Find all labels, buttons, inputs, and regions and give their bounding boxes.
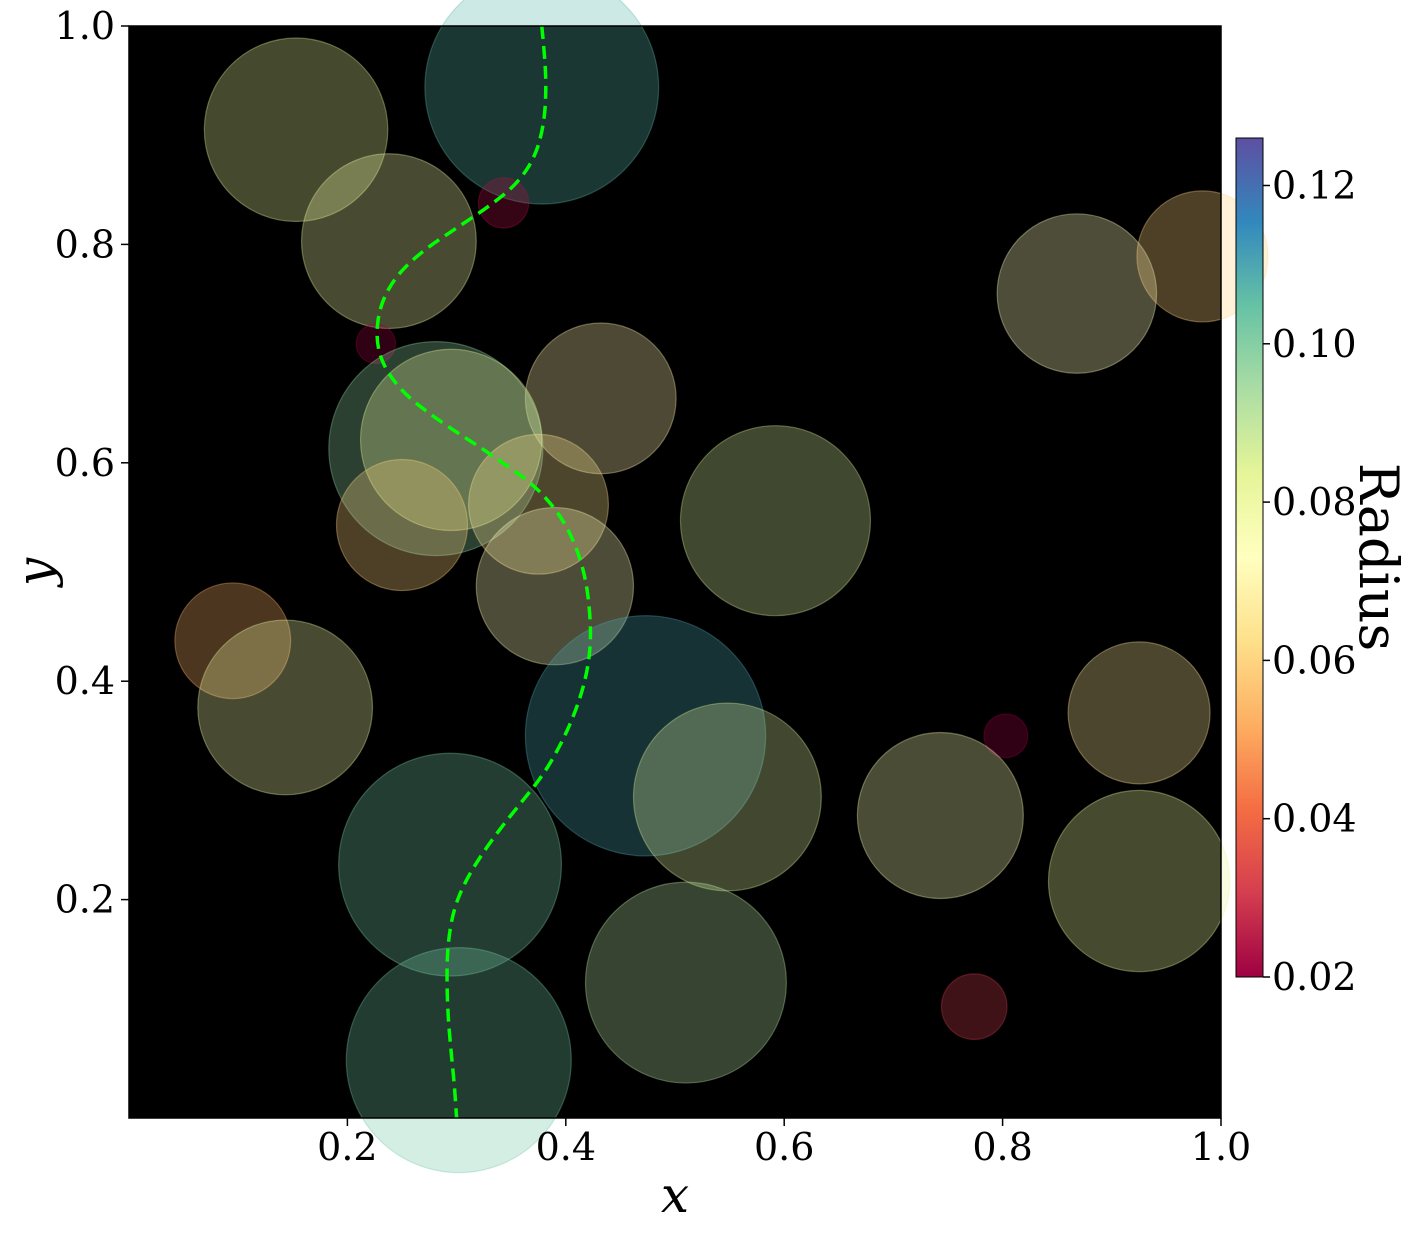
circle-obstacle-13: [475, 506, 635, 666]
circle-obstacle-25: [345, 947, 572, 1174]
circle-obstacle-23: [338, 752, 563, 977]
x-tick-label-2: 0.4: [536, 1125, 596, 1169]
colorbar-label: Radius: [1347, 463, 1410, 651]
y-tick-label-2: 0.4: [55, 659, 115, 703]
y-tick-label-1: 0.2: [55, 878, 115, 922]
circle-obstacle-15: [174, 582, 292, 700]
plot-area-background: [129, 26, 1221, 1118]
circle-obstacle-24: [584, 881, 787, 1084]
colorbar-tick-label-3: 0.06: [1272, 638, 1357, 682]
circle-obstacle-7: [996, 213, 1158, 374]
colorbar-ticks: 0.02 0.04 0.06 0.08 0.10 0.12: [1263, 163, 1357, 999]
circle-obstacle-5: [355, 323, 397, 365]
circle-obstacle-3: [477, 177, 530, 229]
circle-obstacle-4: [300, 153, 477, 330]
x-tick-label-4: 0.8: [972, 1125, 1032, 1169]
plot-area-frame: [128, 25, 1222, 1119]
circle-obstacle-22: [1047, 789, 1231, 973]
circle-obstacle-9: [328, 340, 544, 557]
x-tick-label-1: 0.2: [317, 1125, 377, 1169]
colorbar-tick-label-1: 0.02: [1272, 955, 1357, 999]
circle-obstacle-20: [856, 731, 1024, 900]
colorbar-tick-label-4: 0.08: [1272, 480, 1357, 524]
colorbar: [1235, 137, 1264, 978]
circle-obstacle-8: [1136, 190, 1269, 323]
circle-obstacle-14: [679, 425, 872, 617]
circle-obstacle-2: [424, 0, 660, 205]
y-tick-label-5: 1.0: [55, 4, 115, 48]
colorbar-tick-label-2: 0.04: [1272, 797, 1357, 841]
y-tick-label-4: 0.8: [55, 222, 115, 266]
circle-obstacle-16: [197, 619, 374, 796]
circle-obstacle-11: [335, 458, 469, 592]
colorbar-tick-label-6: 0.12: [1272, 163, 1357, 207]
circle-obstacle-6: [524, 322, 677, 475]
y-tick-label-3: 0.6: [55, 441, 115, 485]
circle-obstacle-21: [1067, 641, 1211, 785]
y-axis-ticks: 0.2 0.4 0.6 0.8 1.0: [55, 4, 129, 922]
x-tick-label-3: 0.6: [754, 1125, 814, 1169]
circle-obstacle-1: [203, 37, 389, 223]
circle-obstacle-18: [632, 702, 822, 892]
path-layer: [375, 25, 593, 1119]
circle-obstacle-26: [940, 973, 1008, 1040]
colorbar-tick-label-5: 0.10: [1272, 322, 1357, 366]
x-tick-label-5: 1.0: [1191, 1125, 1251, 1169]
x-axis-ticks: 0.2 0.4 0.6 0.8 1.0: [317, 1118, 1251, 1169]
y-axis-label: y: [6, 557, 64, 588]
trajectory-path: [375, 25, 593, 1119]
circle-obstacle-19: [983, 713, 1029, 759]
x-axis-label: x: [661, 1166, 689, 1224]
